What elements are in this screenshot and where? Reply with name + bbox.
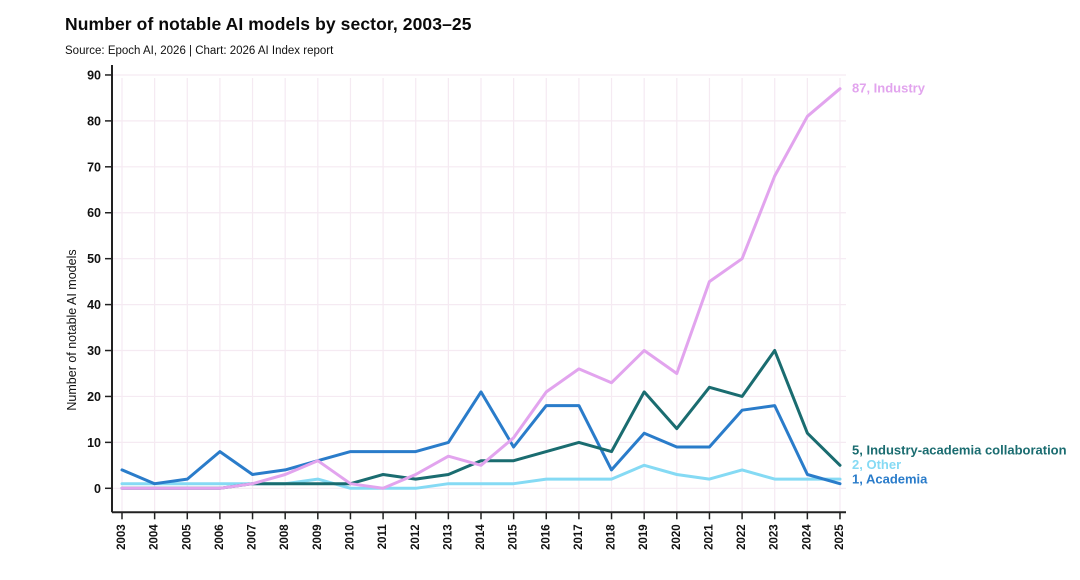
x-tick-label: 2005 <box>181 524 193 550</box>
x-tick-label: 2010 <box>344 524 356 550</box>
y-tick-label: 10 <box>87 436 101 450</box>
y-tick-label: 20 <box>87 390 101 404</box>
x-tick-label: 2007 <box>247 524 259 550</box>
x-tick-label: 2016 <box>540 524 552 550</box>
x-tick-label: 2023 <box>769 524 781 550</box>
y-tick-label: 60 <box>87 206 101 220</box>
x-tick-label: 2003 <box>116 524 128 550</box>
y-tick-label: 30 <box>87 344 101 358</box>
y-tick-label: 50 <box>87 252 101 266</box>
series-end-label-academia: 1, Academia <box>852 472 928 487</box>
x-tick-label: 2021 <box>703 524 715 550</box>
x-tick-label: 2013 <box>442 524 454 550</box>
y-tick-label: 90 <box>87 68 101 82</box>
x-tick-label: 2022 <box>736 524 748 550</box>
x-tick-label: 2020 <box>671 524 683 550</box>
x-tick-label: 2024 <box>801 524 813 550</box>
x-tick-label: 2019 <box>638 524 650 550</box>
x-tick-label: 2018 <box>606 524 618 550</box>
series-line-industry <box>120 87 842 490</box>
series-end-label-industry: 87, Industry <box>852 81 926 96</box>
y-tick-label: 40 <box>87 298 101 312</box>
x-tick-label: 2025 <box>834 524 846 550</box>
y-tick-label: 70 <box>87 160 101 174</box>
x-tick-label: 2006 <box>214 524 226 550</box>
x-tick-label: 2015 <box>508 524 520 550</box>
series-end-label-other: 2, Other <box>852 457 901 472</box>
chart-subtitle: Source: Epoch AI, 2026 | Chart: 2026 AI … <box>65 45 334 57</box>
x-tick-label: 2004 <box>149 524 161 550</box>
y-tick-label: 0 <box>94 482 101 496</box>
x-tick-label: 2009 <box>312 524 324 550</box>
series-end-label-industry-academia-collaboration: 5, Industry-academia collaboration <box>852 442 1067 457</box>
x-tick-label: 2014 <box>475 524 487 550</box>
x-tick-label: 2012 <box>410 524 422 550</box>
y-tick-label: 80 <box>87 114 101 128</box>
x-tick-label: 2008 <box>279 524 291 550</box>
x-tick-label: 2011 <box>377 524 389 550</box>
series-line-academia <box>120 390 842 486</box>
series-line-other <box>120 463 842 490</box>
chart-title: Number of notable AI models by sector, 2… <box>65 14 472 34</box>
x-tick-label: 2017 <box>573 524 585 550</box>
y-axis-title: Number of notable AI models <box>65 249 79 410</box>
